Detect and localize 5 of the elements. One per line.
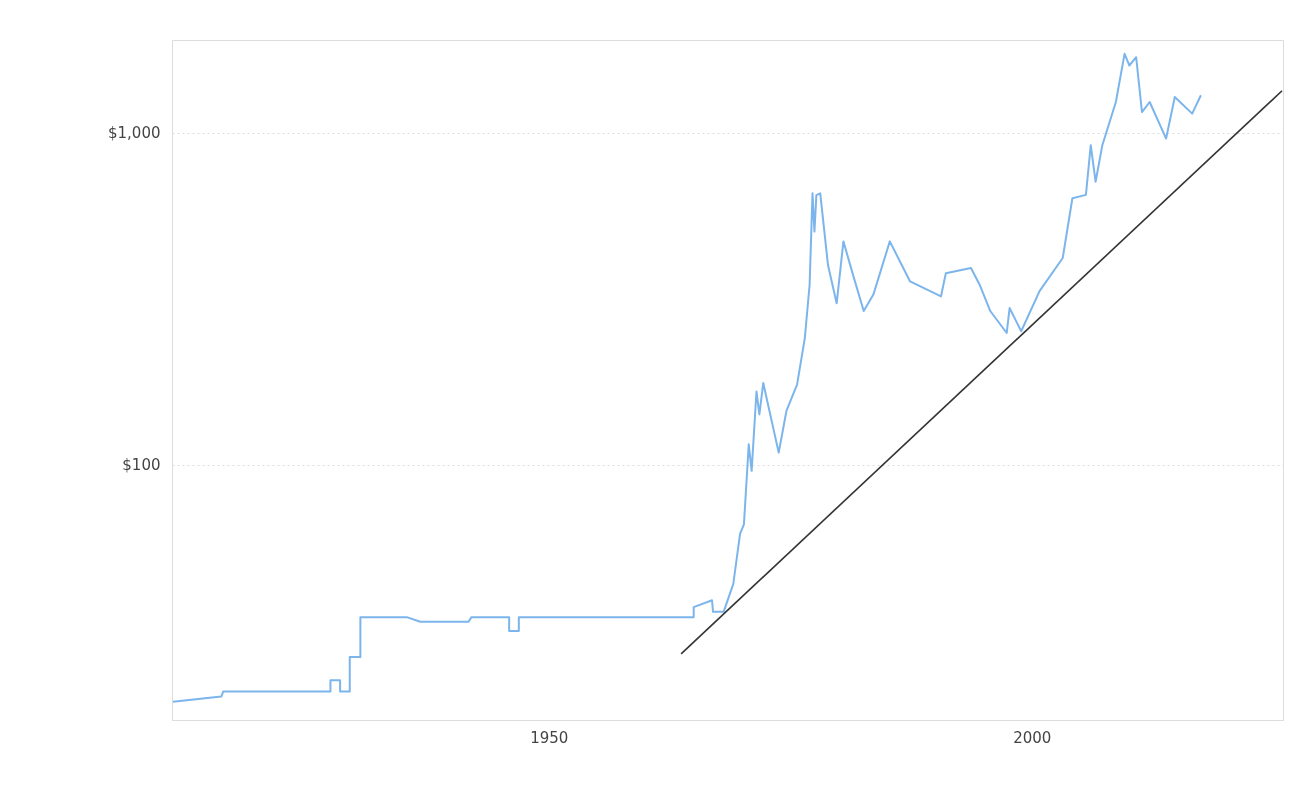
x-tick-label: 2000 xyxy=(1013,728,1052,747)
y-tick-label: $100 xyxy=(122,456,161,475)
y-tick-label: $1,000 xyxy=(108,124,161,143)
x-tick-label: 1950 xyxy=(530,728,569,747)
line-series xyxy=(171,52,1202,703)
